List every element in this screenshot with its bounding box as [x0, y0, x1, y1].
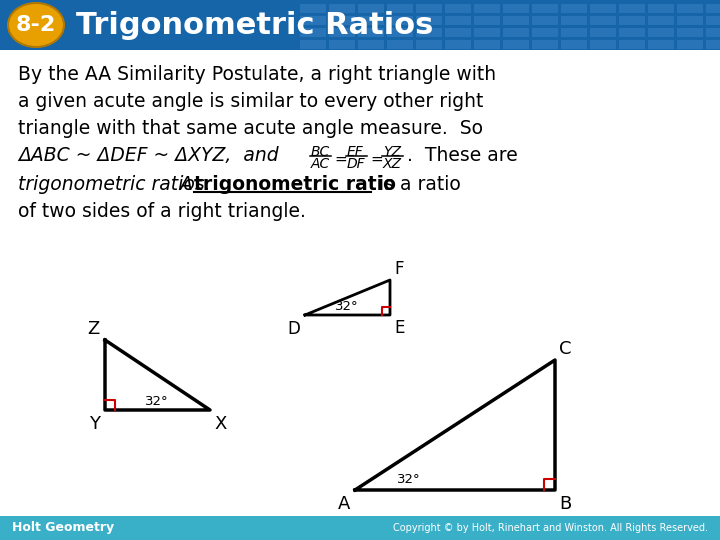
- Text: E: E: [394, 319, 405, 337]
- Bar: [532, 28, 558, 37]
- Text: trigonometric ratio: trigonometric ratio: [194, 175, 396, 194]
- Text: =: =: [370, 152, 383, 167]
- Text: 8-2: 8-2: [16, 15, 56, 35]
- Bar: [445, 28, 471, 37]
- Bar: [590, 40, 616, 49]
- Text: ΔABC ~ ΔDEF ~ ΔXYZ,  and: ΔABC ~ ΔDEF ~ ΔXYZ, and: [18, 146, 279, 165]
- Bar: [619, 4, 645, 13]
- Bar: [387, 28, 413, 37]
- Bar: [561, 4, 587, 13]
- Text: a given acute angle is similar to every other right: a given acute angle is similar to every …: [18, 92, 483, 111]
- Bar: [590, 4, 616, 13]
- Bar: [532, 40, 558, 49]
- Text: EF: EF: [347, 145, 364, 159]
- Bar: [300, 4, 326, 13]
- Bar: [619, 40, 645, 49]
- Bar: [677, 40, 703, 49]
- Bar: [358, 4, 384, 13]
- Bar: [503, 28, 529, 37]
- Text: Copyright © by Holt, Rinehart and Winston. All Rights Reserved.: Copyright © by Holt, Rinehart and Winsto…: [393, 523, 708, 533]
- Bar: [706, 40, 720, 49]
- Bar: [561, 40, 587, 49]
- Text: BC: BC: [311, 145, 330, 159]
- Bar: [416, 40, 442, 49]
- Bar: [503, 40, 529, 49]
- Bar: [677, 28, 703, 37]
- Bar: [416, 16, 442, 25]
- Bar: [619, 28, 645, 37]
- Text: A: A: [180, 175, 199, 194]
- Bar: [416, 28, 442, 37]
- Bar: [445, 4, 471, 13]
- Bar: [561, 16, 587, 25]
- Bar: [648, 4, 674, 13]
- Bar: [590, 16, 616, 25]
- Bar: [387, 40, 413, 49]
- Text: is a ratio: is a ratio: [373, 175, 461, 194]
- Bar: [358, 16, 384, 25]
- Text: Holt Geometry: Holt Geometry: [12, 522, 114, 535]
- Bar: [329, 16, 355, 25]
- Bar: [358, 40, 384, 49]
- Text: XZ: XZ: [383, 157, 402, 171]
- Bar: [677, 16, 703, 25]
- Bar: [329, 4, 355, 13]
- Ellipse shape: [8, 3, 64, 47]
- Bar: [648, 40, 674, 49]
- Text: C: C: [559, 340, 572, 358]
- Bar: [445, 16, 471, 25]
- Bar: [706, 16, 720, 25]
- Bar: [619, 16, 645, 25]
- Bar: [300, 40, 326, 49]
- Text: Trigonometric Ratios: Trigonometric Ratios: [76, 11, 433, 40]
- Bar: [677, 4, 703, 13]
- Bar: [300, 16, 326, 25]
- Bar: [387, 4, 413, 13]
- Text: trigonometric ratios.: trigonometric ratios.: [18, 175, 211, 194]
- Bar: [358, 28, 384, 37]
- Bar: [387, 16, 413, 25]
- Text: Z: Z: [88, 320, 100, 338]
- Bar: [445, 40, 471, 49]
- Bar: [532, 4, 558, 13]
- Bar: [648, 16, 674, 25]
- Bar: [474, 28, 500, 37]
- Bar: [416, 4, 442, 13]
- Text: 32°: 32°: [397, 473, 420, 486]
- Bar: [561, 28, 587, 37]
- Text: of two sides of a right triangle.: of two sides of a right triangle.: [18, 202, 306, 221]
- Bar: [329, 40, 355, 49]
- Bar: [503, 16, 529, 25]
- Text: YZ: YZ: [383, 145, 401, 159]
- Bar: [474, 16, 500, 25]
- Bar: [0, 516, 720, 540]
- Text: X: X: [214, 415, 226, 433]
- Text: .  These are: . These are: [407, 146, 518, 165]
- Bar: [329, 28, 355, 37]
- Text: 32°: 32°: [145, 395, 168, 408]
- Text: D: D: [287, 320, 300, 338]
- Bar: [474, 40, 500, 49]
- Bar: [474, 4, 500, 13]
- Bar: [706, 4, 720, 13]
- Text: F: F: [394, 260, 403, 278]
- Bar: [0, 50, 720, 516]
- Bar: [503, 4, 529, 13]
- Bar: [706, 28, 720, 37]
- Bar: [648, 28, 674, 37]
- Text: triangle with that same acute angle measure.  So: triangle with that same acute angle meas…: [18, 119, 483, 138]
- Bar: [0, 0, 720, 50]
- Bar: [300, 28, 326, 37]
- Text: B: B: [559, 495, 571, 513]
- Text: By the AA Similarity Postulate, a right triangle with: By the AA Similarity Postulate, a right …: [18, 65, 496, 84]
- Text: 32°: 32°: [335, 300, 359, 313]
- Bar: [532, 16, 558, 25]
- Text: AC: AC: [311, 157, 330, 171]
- Text: A: A: [338, 495, 350, 513]
- Bar: [590, 28, 616, 37]
- Text: Y: Y: [89, 415, 100, 433]
- Text: DF: DF: [347, 157, 366, 171]
- Text: =: =: [334, 152, 347, 167]
